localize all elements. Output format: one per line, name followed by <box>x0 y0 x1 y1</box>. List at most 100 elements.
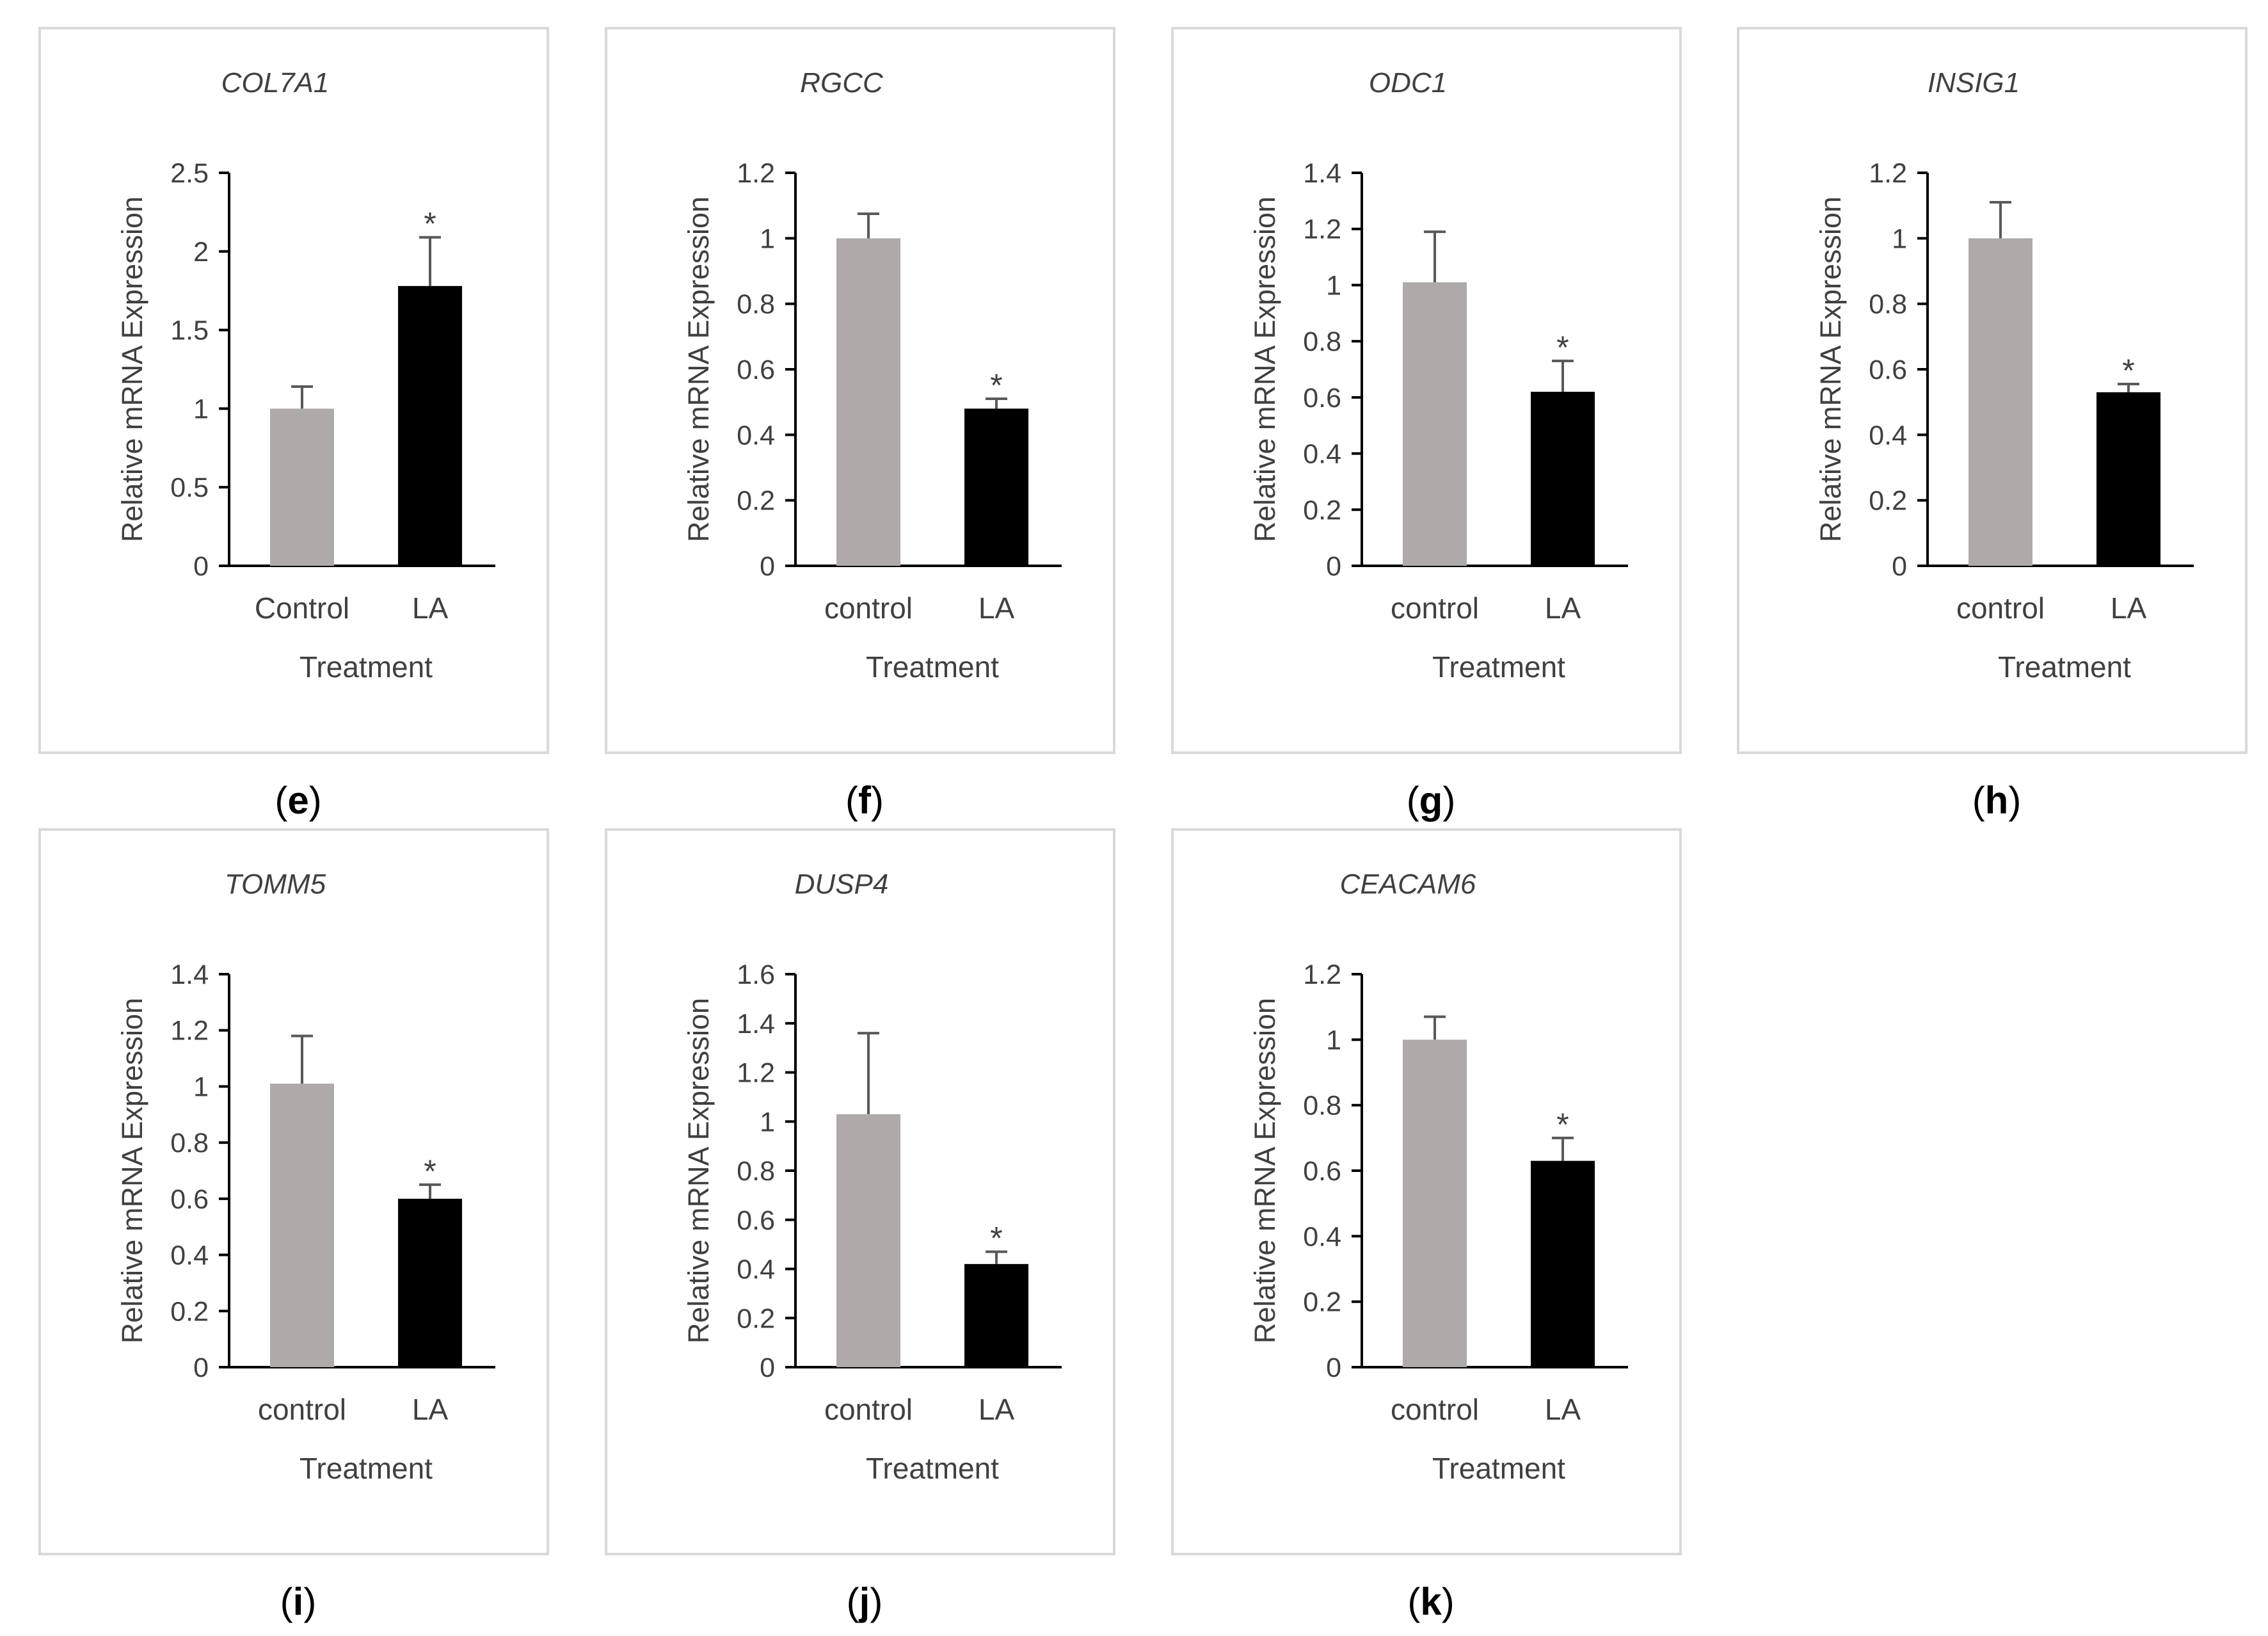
y-tick-label: 1 <box>760 223 775 254</box>
y-tick-label: 0 <box>193 1352 209 1383</box>
y-tick-label: 1 <box>1326 270 1341 301</box>
x-tick-label: control <box>1956 591 2045 625</box>
x-axis-title: Treatment <box>299 650 433 684</box>
x-tick-label: LA <box>978 1393 1015 1426</box>
y-axis-title: Relative mRNA Expression <box>682 998 715 1343</box>
y-tick-label: 1.2 <box>1303 959 1341 990</box>
y-axis-title: Relative mRNA Expression <box>682 196 715 542</box>
x-tick-label: control <box>1391 591 1479 625</box>
x-tick-label: control <box>824 1393 913 1426</box>
y-tick-label: 0.8 <box>1303 1091 1341 1121</box>
y-axis-title: Relative mRNA Expression <box>116 196 148 542</box>
y-tick-label: 0.6 <box>737 1205 775 1236</box>
panel-label: (f) <box>845 779 884 822</box>
y-tick-label: 0.4 <box>737 1255 775 1285</box>
chart-panel-j: DUSP4 0 0.2 0.4 0.6 0.8 1 1.2 1.4 1.6 control * LA Tr… <box>605 828 1115 1623</box>
chart-panel-e: COL7A1 0 0.5 1 1.5 2 2.5 Control * LA Treatment Rel… <box>38 27 549 822</box>
y-tick-label: 0.5 <box>170 472 209 503</box>
significance-marker: * <box>424 1153 436 1189</box>
y-tick-label: 1.5 <box>170 316 209 346</box>
chart-title: INSIG1 <box>1928 67 2020 99</box>
y-tick-label: 1.2 <box>737 1058 775 1089</box>
bar-control <box>270 1084 334 1367</box>
chart-title: ODC1 <box>1369 67 1447 99</box>
bar-control <box>270 408 334 566</box>
x-axis-title: Treatment <box>1432 650 1565 684</box>
bar-control <box>1403 1039 1467 1367</box>
x-tick-label: LA <box>2111 591 2147 625</box>
y-tick-label: 0.2 <box>737 1303 775 1334</box>
y-tick-label: 0.4 <box>737 420 775 451</box>
y-tick-label: 0.6 <box>1869 355 1907 385</box>
panel-frame <box>1737 27 2248 754</box>
chart-title: DUSP4 <box>795 869 889 900</box>
panel-frame <box>1171 828 1682 1555</box>
y-tick-label: 1 <box>193 1071 209 1102</box>
x-tick-label: LA <box>412 1393 449 1426</box>
bar-control <box>836 238 900 566</box>
chart-panel-f: RGCC 0 0.2 0.4 0.6 0.8 1 1.2 control * LA Treatment… <box>605 27 1115 822</box>
panel-frame <box>1171 27 1682 754</box>
panel-label: (j) <box>847 1580 883 1623</box>
y-tick-label: 0.2 <box>1869 486 1907 517</box>
significance-marker: * <box>990 367 1002 403</box>
y-tick-label: 0.8 <box>737 289 775 320</box>
y-tick-label: 0.6 <box>737 355 775 385</box>
y-tick-label: 0 <box>1892 551 1907 582</box>
y-tick-label: 1.4 <box>1303 158 1341 189</box>
y-tick-label: 1.2 <box>737 158 775 189</box>
y-axis-title: Relative mRNA Expression <box>1249 196 1281 542</box>
significance-marker: * <box>1556 330 1569 365</box>
panel-frame <box>38 828 549 1555</box>
y-tick-label: 0.4 <box>170 1240 209 1271</box>
y-tick-label: 1 <box>193 394 209 424</box>
bar-la <box>2096 392 2160 566</box>
x-axis-title: Treatment <box>1998 650 2131 684</box>
panel-label: (i) <box>280 1580 317 1623</box>
bar-la <box>398 1198 462 1367</box>
chart-panel-g: ODC1 0 0.2 0.4 0.6 0.8 1 1.2 1.4 control * LA Treatm… <box>1171 27 1682 822</box>
x-axis-title: Treatment <box>1432 1452 1565 1485</box>
y-axis-title: Relative mRNA Expression <box>1249 998 1281 1343</box>
x-tick-label: control <box>1391 1393 1479 1426</box>
chart-title: COL7A1 <box>221 67 330 99</box>
chart-panel-k: CEACAM6 0 0.2 0.4 0.6 0.8 1 1.2 control * LA Treatm… <box>1171 828 1682 1623</box>
y-tick-label: 0.2 <box>1303 1287 1341 1318</box>
bar-control <box>836 1114 900 1367</box>
bar-la <box>398 285 462 566</box>
y-tick-label: 0.8 <box>170 1128 209 1159</box>
y-tick-label: 0.4 <box>1303 1221 1341 1252</box>
y-tick-label: 1.4 <box>170 959 209 990</box>
x-tick-label: LA <box>1545 591 1581 625</box>
x-tick-label: LA <box>978 591 1015 625</box>
y-tick-label: 0.2 <box>170 1296 209 1327</box>
x-axis-title: Treatment <box>299 1452 433 1485</box>
chart-title: TOMM5 <box>225 869 326 900</box>
y-tick-label: 1 <box>1892 223 1907 254</box>
panel-label: (e) <box>275 779 321 822</box>
x-tick-label: control <box>824 591 913 625</box>
panel-label: (k) <box>1407 1580 1454 1623</box>
bar-control <box>1969 238 2032 566</box>
x-tick-label: Control <box>255 591 349 625</box>
y-tick-label: 2.5 <box>170 158 209 189</box>
bar-la <box>1531 392 1595 566</box>
y-tick-label: 0 <box>1326 1352 1341 1383</box>
y-tick-label: 0.2 <box>1303 495 1341 525</box>
y-tick-label: 0 <box>193 551 209 582</box>
y-tick-label: 1.4 <box>737 1009 775 1039</box>
y-tick-label: 1.2 <box>170 1016 209 1047</box>
y-axis-title: Relative mRNA Expression <box>116 998 148 1343</box>
panel-frame <box>605 828 1115 1555</box>
chart-panel-i: TOMM5 0 0.2 0.4 0.6 0.8 1 1.2 1.4 control * LA Treat… <box>38 828 549 1623</box>
panel-frame <box>38 27 549 754</box>
y-tick-label: 0.4 <box>1869 420 1907 451</box>
y-tick-label: 0.8 <box>737 1156 775 1187</box>
x-axis-title: Treatment <box>866 650 999 684</box>
significance-marker: * <box>2122 353 2134 389</box>
chart-title: CEACAM6 <box>1340 869 1476 900</box>
y-tick-label: 1 <box>1326 1025 1341 1055</box>
bar-la <box>964 1263 1028 1367</box>
y-tick-label: 2 <box>193 237 209 268</box>
significance-marker: * <box>424 206 436 242</box>
